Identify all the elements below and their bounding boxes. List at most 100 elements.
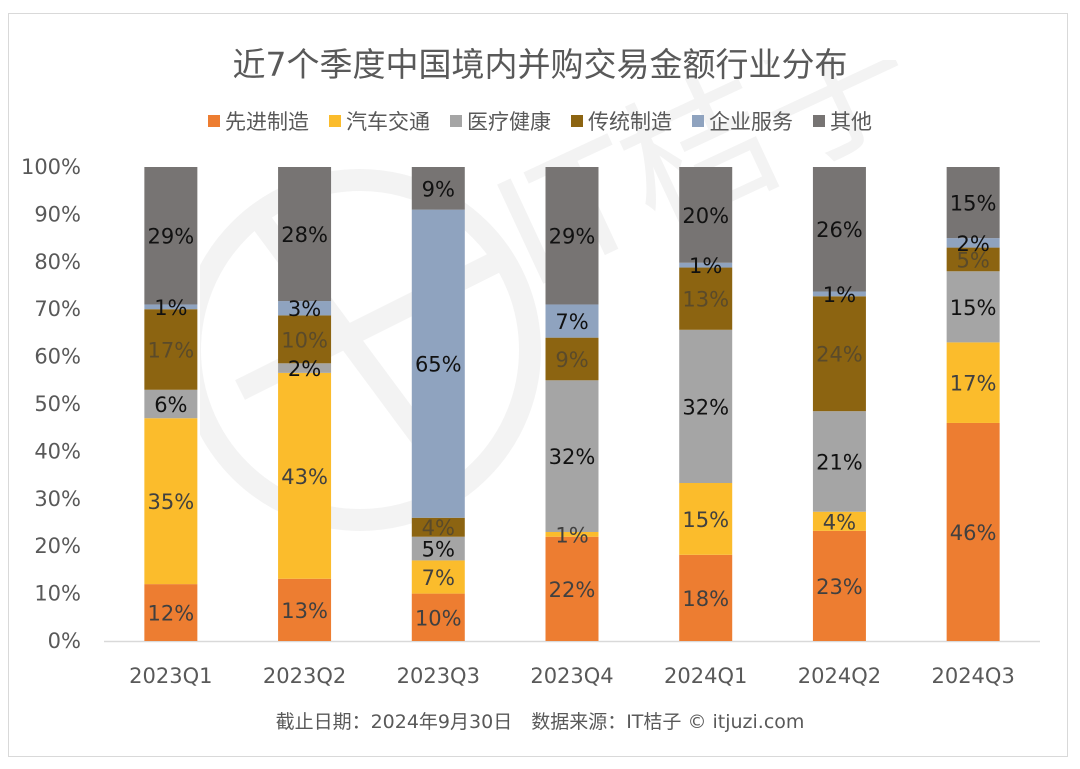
bar-segment [812, 530, 866, 641]
legend-item: 汽车交通 [329, 106, 430, 136]
bar-segment [278, 578, 332, 641]
data-label: 35% [148, 490, 195, 514]
bar-segment [545, 304, 599, 338]
legend-item: 先进制造 [208, 106, 309, 136]
y-tick-label: 10% [34, 582, 81, 606]
bar-segment [545, 337, 599, 381]
data-label: 3% [288, 297, 321, 321]
data-label: 13% [281, 599, 328, 623]
legend-item: 医疗健康 [450, 106, 551, 136]
data-label: 2% [956, 232, 989, 256]
data-label: 32% [549, 445, 596, 469]
legend-swatch [571, 115, 583, 127]
bar-segment [679, 483, 733, 555]
bar-segment [679, 267, 733, 330]
bar-segment [411, 209, 465, 518]
data-label: 20% [682, 204, 729, 228]
bar-segment [679, 262, 733, 268]
data-label: 43% [281, 465, 328, 489]
chart-title: 近7个季度中国境内并购交易金额行业分布 [232, 45, 848, 84]
x-tick-label: 2023Q3 [397, 664, 480, 688]
data-label: 23% [816, 575, 863, 599]
data-label: 7% [555, 310, 588, 334]
bar-segment [144, 389, 198, 419]
data-label: 32% [682, 395, 729, 419]
data-label: 10% [415, 606, 462, 630]
data-label: 17% [950, 372, 997, 396]
bar-segment [545, 380, 599, 532]
bar-segment [411, 593, 465, 641]
bar-segment [411, 167, 465, 210]
bar-segment [946, 247, 1000, 272]
x-tick-label: 2023Q4 [530, 664, 613, 688]
data-label: 9% [422, 177, 455, 201]
data-label: 24% [816, 343, 863, 367]
legend-item: 传统制造 [571, 106, 672, 136]
legend-label: 汽车交通 [346, 110, 430, 134]
bar-segment [946, 422, 1000, 641]
bar-segment [812, 291, 866, 297]
legend-swatch [692, 115, 704, 127]
legend-swatch [329, 115, 341, 127]
data-label: 4% [823, 510, 856, 534]
x-tick-label: 2024Q3 [931, 664, 1014, 688]
data-label: 4% [422, 516, 455, 540]
legend-label: 传统制造 [588, 110, 672, 134]
bar-segment [545, 536, 599, 641]
y-tick-label: 40% [34, 439, 81, 463]
bar-segment [679, 554, 733, 641]
bar-segment [946, 271, 1000, 343]
bar-segment [144, 584, 198, 641]
bar-segment [812, 411, 866, 512]
bar-segment [812, 167, 866, 292]
legend-label: 其他 [830, 110, 872, 134]
x-tick-label: 2024Q1 [664, 664, 747, 688]
bar-segment [144, 418, 198, 585]
bar-segment [411, 536, 465, 561]
bar-segment [144, 167, 198, 305]
data-label: 1% [154, 296, 187, 320]
data-label: 5% [422, 538, 455, 562]
data-label: 1% [823, 283, 856, 307]
data-label: 10% [281, 328, 328, 352]
bar-segment [278, 301, 332, 316]
bar-segment [278, 167, 332, 302]
bar-segment [278, 363, 332, 373]
data-label: 12% [148, 602, 195, 626]
bar-segment [411, 517, 465, 537]
data-label: 1% [689, 254, 722, 278]
bar-segment [144, 309, 198, 390]
y-tick-label: 100% [21, 155, 81, 179]
bar-segment [545, 531, 599, 537]
legend-item: 企业服务 [692, 106, 793, 136]
data-label: 18% [682, 587, 729, 611]
x-tick-label: 2023Q1 [129, 664, 212, 688]
data-label: 65% [415, 353, 462, 377]
data-label: 15% [950, 192, 997, 216]
x-tick-label: 2024Q2 [798, 664, 881, 688]
y-tick-label: 60% [34, 345, 81, 369]
data-label: 2% [288, 357, 321, 381]
y-tick-label: 80% [34, 250, 81, 274]
legend-item: 其他 [813, 106, 872, 136]
data-label: 1% [555, 523, 588, 547]
bar-segment [812, 511, 866, 531]
y-tick-label: 90% [34, 202, 81, 226]
data-label: 6% [154, 393, 187, 417]
legend-swatch [450, 115, 462, 127]
bar-segment [278, 315, 332, 364]
legend-label: 先进制造 [225, 110, 309, 134]
x-tick-label: 2023Q2 [263, 664, 346, 688]
y-tick-label: 20% [34, 534, 81, 558]
data-label: 28% [281, 223, 328, 247]
y-tick-label: 50% [34, 392, 81, 416]
y-tick-label: 70% [34, 297, 81, 321]
bar-segment [144, 304, 198, 310]
data-label: 26% [816, 218, 863, 242]
legend-label: 企业服务 [709, 110, 793, 134]
bar-segment [812, 296, 866, 412]
data-label: 17% [148, 338, 195, 362]
bar-segment [679, 167, 733, 263]
data-label: 21% [816, 450, 863, 474]
